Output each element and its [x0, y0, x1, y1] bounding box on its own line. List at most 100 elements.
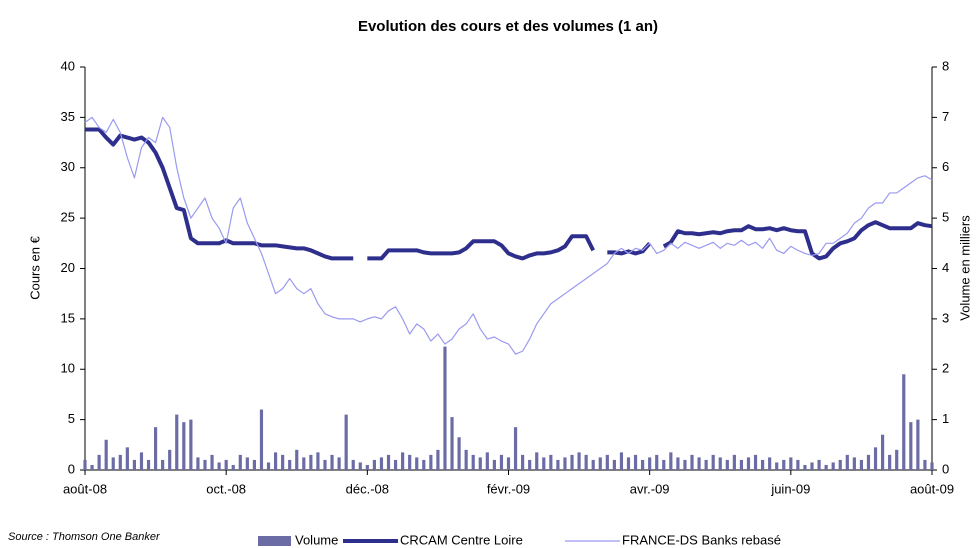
volume-bar	[478, 457, 482, 470]
volume-bar	[796, 459, 800, 470]
y2-axis-label: Volume en milliers	[957, 215, 972, 321]
volume-bar	[521, 454, 525, 470]
volume-bar	[358, 462, 362, 470]
volume-bar	[422, 459, 426, 470]
volume-bar	[859, 459, 864, 470]
volume-bar	[104, 439, 108, 470]
volume-bar	[761, 459, 765, 470]
volume-bar	[789, 457, 793, 470]
volume-bar	[923, 459, 927, 470]
volume-bar	[111, 457, 115, 470]
y-axis-label: Cours en €	[27, 235, 42, 299]
volume-bar	[492, 459, 496, 470]
volume-bar	[584, 454, 588, 470]
volume-bar	[718, 457, 722, 470]
volume-bar	[528, 459, 532, 470]
volume-bar	[662, 459, 666, 470]
volume-bar	[655, 454, 659, 470]
volume-bar	[909, 422, 913, 470]
volume-bar	[570, 454, 574, 470]
volume-bar	[379, 457, 384, 470]
volume-bar	[549, 454, 553, 470]
volume-bar	[669, 452, 673, 470]
y-tick-label: 20	[61, 260, 75, 275]
volume-bar	[633, 454, 638, 470]
volume-bar	[605, 454, 609, 470]
volume-bar	[168, 449, 172, 470]
y-tick-label: 25	[61, 210, 75, 225]
volume-bar	[626, 457, 631, 470]
volume-bar	[372, 459, 376, 470]
volume-bar	[641, 459, 645, 470]
volume-bar	[676, 457, 680, 470]
volume-bar	[775, 462, 779, 470]
x-tick-label: août-09	[910, 481, 954, 496]
x-tick-label: déc.-08	[346, 481, 389, 496]
volume-bar	[118, 454, 122, 470]
volume-bar	[393, 459, 398, 470]
volume-bar	[563, 457, 567, 470]
volume-bar	[415, 457, 419, 470]
volume-bar	[711, 454, 715, 470]
x-tick-label: oct.-08	[206, 481, 246, 496]
volume-bar	[619, 452, 624, 470]
volume-bar	[259, 409, 264, 470]
volume-bar	[895, 449, 899, 470]
y-tick-label: 35	[61, 109, 75, 124]
volume-bar	[281, 454, 285, 470]
volume-bar	[697, 457, 701, 470]
volume-bar	[450, 417, 454, 470]
volume-bar	[365, 464, 369, 470]
volume-bar	[436, 449, 440, 470]
volume-bar	[471, 454, 475, 470]
y-tick-label: 0	[68, 461, 75, 476]
volume-bar	[351, 459, 355, 470]
volume-bar	[612, 459, 616, 470]
volume-bar	[302, 457, 306, 470]
volume-bar	[506, 457, 511, 470]
volume-bar	[556, 459, 560, 470]
volume-bar	[210, 454, 214, 470]
y2-tick-label: 6	[942, 159, 949, 174]
volume-bar	[683, 459, 687, 470]
volume-bar	[330, 454, 334, 470]
volume-bar	[231, 464, 235, 470]
volume-bar	[344, 414, 348, 470]
volume-bar	[337, 457, 341, 470]
volume-bar	[83, 459, 87, 470]
volume-bar	[408, 454, 412, 470]
volume-bar	[838, 459, 842, 470]
volume-bar	[203, 459, 207, 470]
volume-bar	[782, 459, 786, 470]
volume-bar	[245, 457, 249, 470]
legend-swatch	[258, 536, 291, 546]
volume-bar	[598, 457, 602, 470]
volume-bar	[485, 452, 489, 470]
x-tick-label: avr.-09	[630, 481, 670, 496]
x-tick-label: août-08	[63, 481, 107, 496]
volume-bar	[768, 457, 772, 470]
volume-bar	[916, 419, 920, 470]
volume-bar	[132, 459, 136, 470]
volume-bar	[930, 462, 934, 470]
volume-bar	[295, 449, 299, 470]
y-tick-label: 5	[68, 411, 75, 426]
volume-bar	[873, 447, 878, 470]
chart-title: Evolution des cours et des volumes (1 an…	[358, 18, 658, 35]
volume-bar	[824, 464, 828, 470]
volume-bar	[499, 454, 504, 470]
volume-bar	[238, 454, 242, 470]
volume-bar	[323, 459, 327, 470]
volume-bar	[429, 454, 433, 470]
volume-bar	[97, 454, 101, 470]
volume-bar	[753, 454, 758, 470]
volume-bar	[401, 452, 405, 470]
y2-tick-label: 7	[942, 109, 949, 124]
volume-bar	[902, 374, 906, 470]
legend-label: CRCAM Centre Loire	[400, 532, 523, 547]
source-note: Source : Thomson One Banker	[8, 531, 161, 543]
volume-bar	[288, 459, 292, 470]
volume-bar	[866, 454, 871, 470]
y2-tick-label: 4	[942, 260, 949, 275]
volume-bar	[316, 452, 320, 470]
